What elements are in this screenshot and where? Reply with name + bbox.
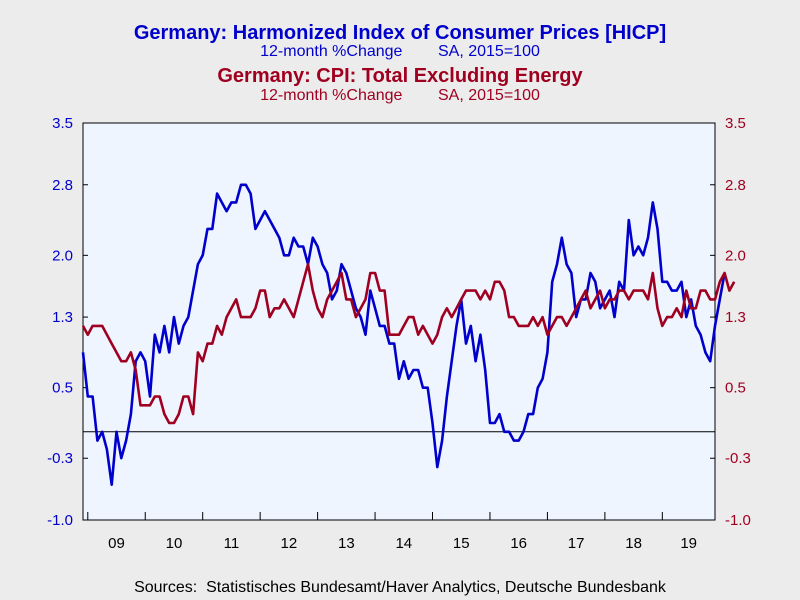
y-right-tick-label: -1.0 — [725, 512, 751, 529]
y-right-tick-label: 0.5 — [725, 380, 746, 397]
y-left-tick-label: 0.5 — [52, 380, 73, 397]
y-axis-left: 3.5 2.8 2.0 1.3 0.5 -0.3 -1.0 — [47, 115, 88, 529]
chart-title-2: Germany: CPI: Total Excluding Energy — [217, 65, 583, 87]
y-right-tick-label: 1.3 — [725, 309, 746, 326]
y-left-tick-label: -1.0 — [47, 512, 73, 529]
x-tick-label: 14 — [395, 535, 412, 552]
x-tick-label: 17 — [568, 535, 585, 552]
x-tick-label: 13 — [338, 535, 355, 552]
plot-area — [82, 122, 716, 521]
y-left-tick-label: -0.3 — [47, 450, 73, 467]
chart-title-1: Germany: Harmonized Index of Consumer Pr… — [134, 22, 666, 44]
x-tick-label: 11 — [224, 535, 240, 552]
x-tick-label: 12 — [281, 535, 298, 552]
y-left-tick-label: 2.8 — [52, 177, 73, 194]
series-layer — [81, 183, 736, 487]
y-axis-right: 3.5 2.8 2.0 1.3 0.5 -0.3 -1.0 — [710, 115, 751, 529]
x-tick-label: 16 — [510, 535, 527, 552]
chart-source: Sources: Statistisches Bundesamt/Haver A… — [134, 579, 667, 596]
x-tick-label: 10 — [166, 535, 183, 552]
x-tick-label: 18 — [625, 535, 642, 552]
series-line-2 — [81, 262, 736, 425]
y-right-tick-label: 2.8 — [725, 177, 746, 194]
y-right-tick-label: 2.0 — [725, 247, 746, 264]
chart-subtitle-1: 12-month %Change SA, 2015=100 — [260, 43, 540, 60]
x-tick-label: 15 — [453, 535, 470, 552]
y-left-tick-label: 3.5 — [52, 115, 73, 132]
y-right-tick-label: 3.5 — [725, 115, 746, 132]
x-tick-label: 19 — [680, 535, 697, 552]
x-tick-label: 09 — [108, 535, 125, 552]
y-left-tick-label: 2.0 — [52, 247, 73, 264]
x-axis: 09 10 11 12 13 14 15 16 17 18 19 — [87, 512, 697, 552]
chart-subtitle-2: 12-month %Change SA, 2015=100 — [260, 87, 540, 104]
y-left-tick-label: 1.3 — [52, 309, 73, 326]
y-right-tick-label: -0.3 — [725, 450, 751, 467]
